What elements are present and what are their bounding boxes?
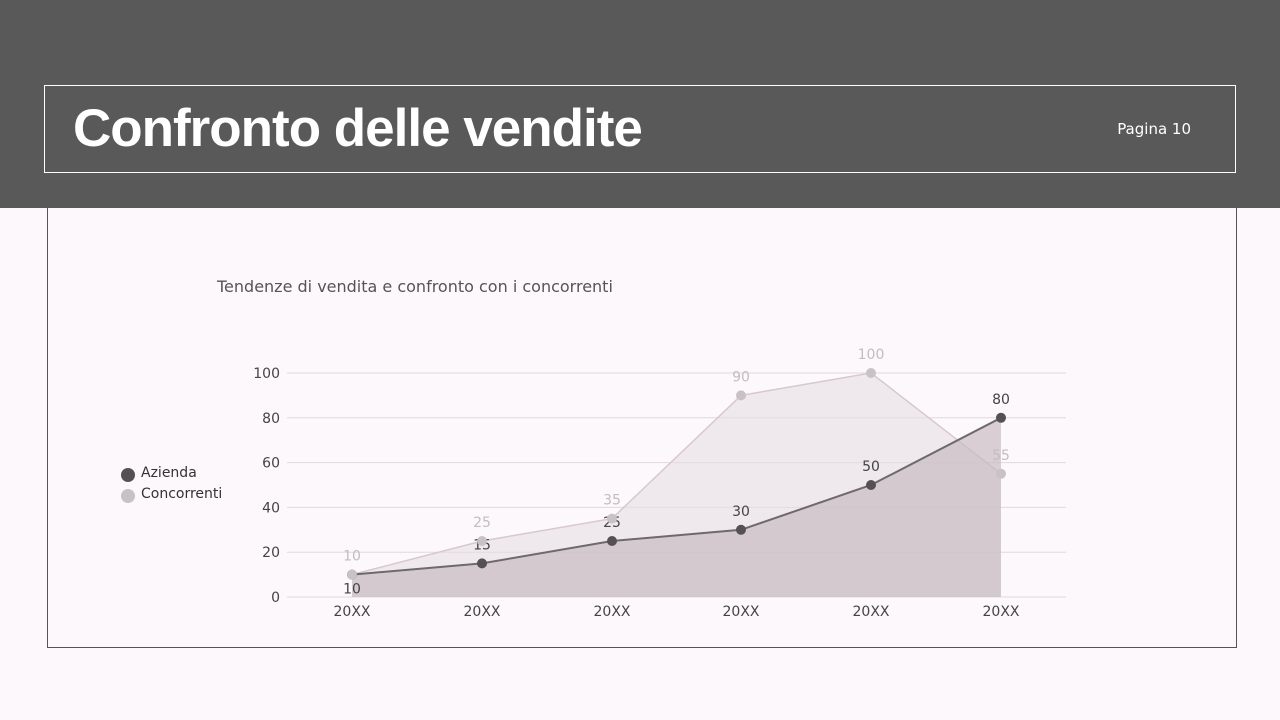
data-label: 100 bbox=[858, 347, 885, 363]
x-tick-label: 20XX bbox=[334, 604, 371, 620]
data-point bbox=[736, 524, 746, 535]
data-label: 90 bbox=[732, 369, 750, 385]
data-label: 25 bbox=[473, 515, 491, 531]
y-tick-label: 60 bbox=[262, 456, 280, 472]
legend-label: Concorrenti bbox=[141, 486, 222, 502]
data-point bbox=[607, 536, 617, 546]
x-tick-label: 20XX bbox=[983, 604, 1020, 620]
data-label: 30 bbox=[732, 504, 750, 520]
data-point bbox=[607, 513, 617, 524]
content-panel bbox=[47, 208, 1237, 648]
data-point bbox=[477, 558, 487, 569]
chart-title: Tendenze di vendita e confronto con i co… bbox=[217, 277, 613, 296]
data-label: 50 bbox=[862, 459, 880, 475]
title-box: Confronto delle vendite Pagina 10 bbox=[44, 85, 1236, 173]
y-tick-label: 0 bbox=[271, 590, 280, 606]
data-point bbox=[477, 536, 487, 546]
data-label: 10 bbox=[343, 549, 361, 565]
y-tick-label: 80 bbox=[262, 411, 280, 427]
x-tick-label: 20XX bbox=[853, 604, 890, 620]
data-label: 80 bbox=[992, 392, 1010, 408]
y-tick-label: 20 bbox=[262, 545, 280, 561]
header-band bbox=[0, 0, 1280, 208]
data-point bbox=[996, 412, 1006, 423]
data-point bbox=[736, 390, 746, 401]
x-tick-label: 20XX bbox=[594, 604, 631, 620]
y-tick-label: 100 bbox=[253, 366, 280, 382]
legend-label: Azienda bbox=[141, 465, 197, 481]
legend-marker bbox=[121, 468, 135, 482]
data-point bbox=[866, 368, 876, 378]
x-tick-label: 20XX bbox=[723, 604, 760, 620]
data-label: 55 bbox=[992, 448, 1010, 464]
page-number: Pagina 10 bbox=[1117, 120, 1191, 138]
data-label: 35 bbox=[603, 493, 621, 509]
data-point bbox=[347, 569, 357, 580]
area-azienda bbox=[352, 417, 1001, 597]
y-tick-label: 40 bbox=[262, 500, 280, 516]
data-point bbox=[996, 468, 1006, 479]
data-point bbox=[866, 480, 876, 490]
data-label: 10 bbox=[343, 582, 361, 598]
page-title: Confronto delle vendite bbox=[73, 99, 643, 158]
line-azienda bbox=[351, 416, 1002, 576]
line-concorrenti bbox=[351, 372, 1002, 576]
x-tick-label: 20XX bbox=[464, 604, 501, 620]
legend-marker bbox=[121, 489, 135, 503]
